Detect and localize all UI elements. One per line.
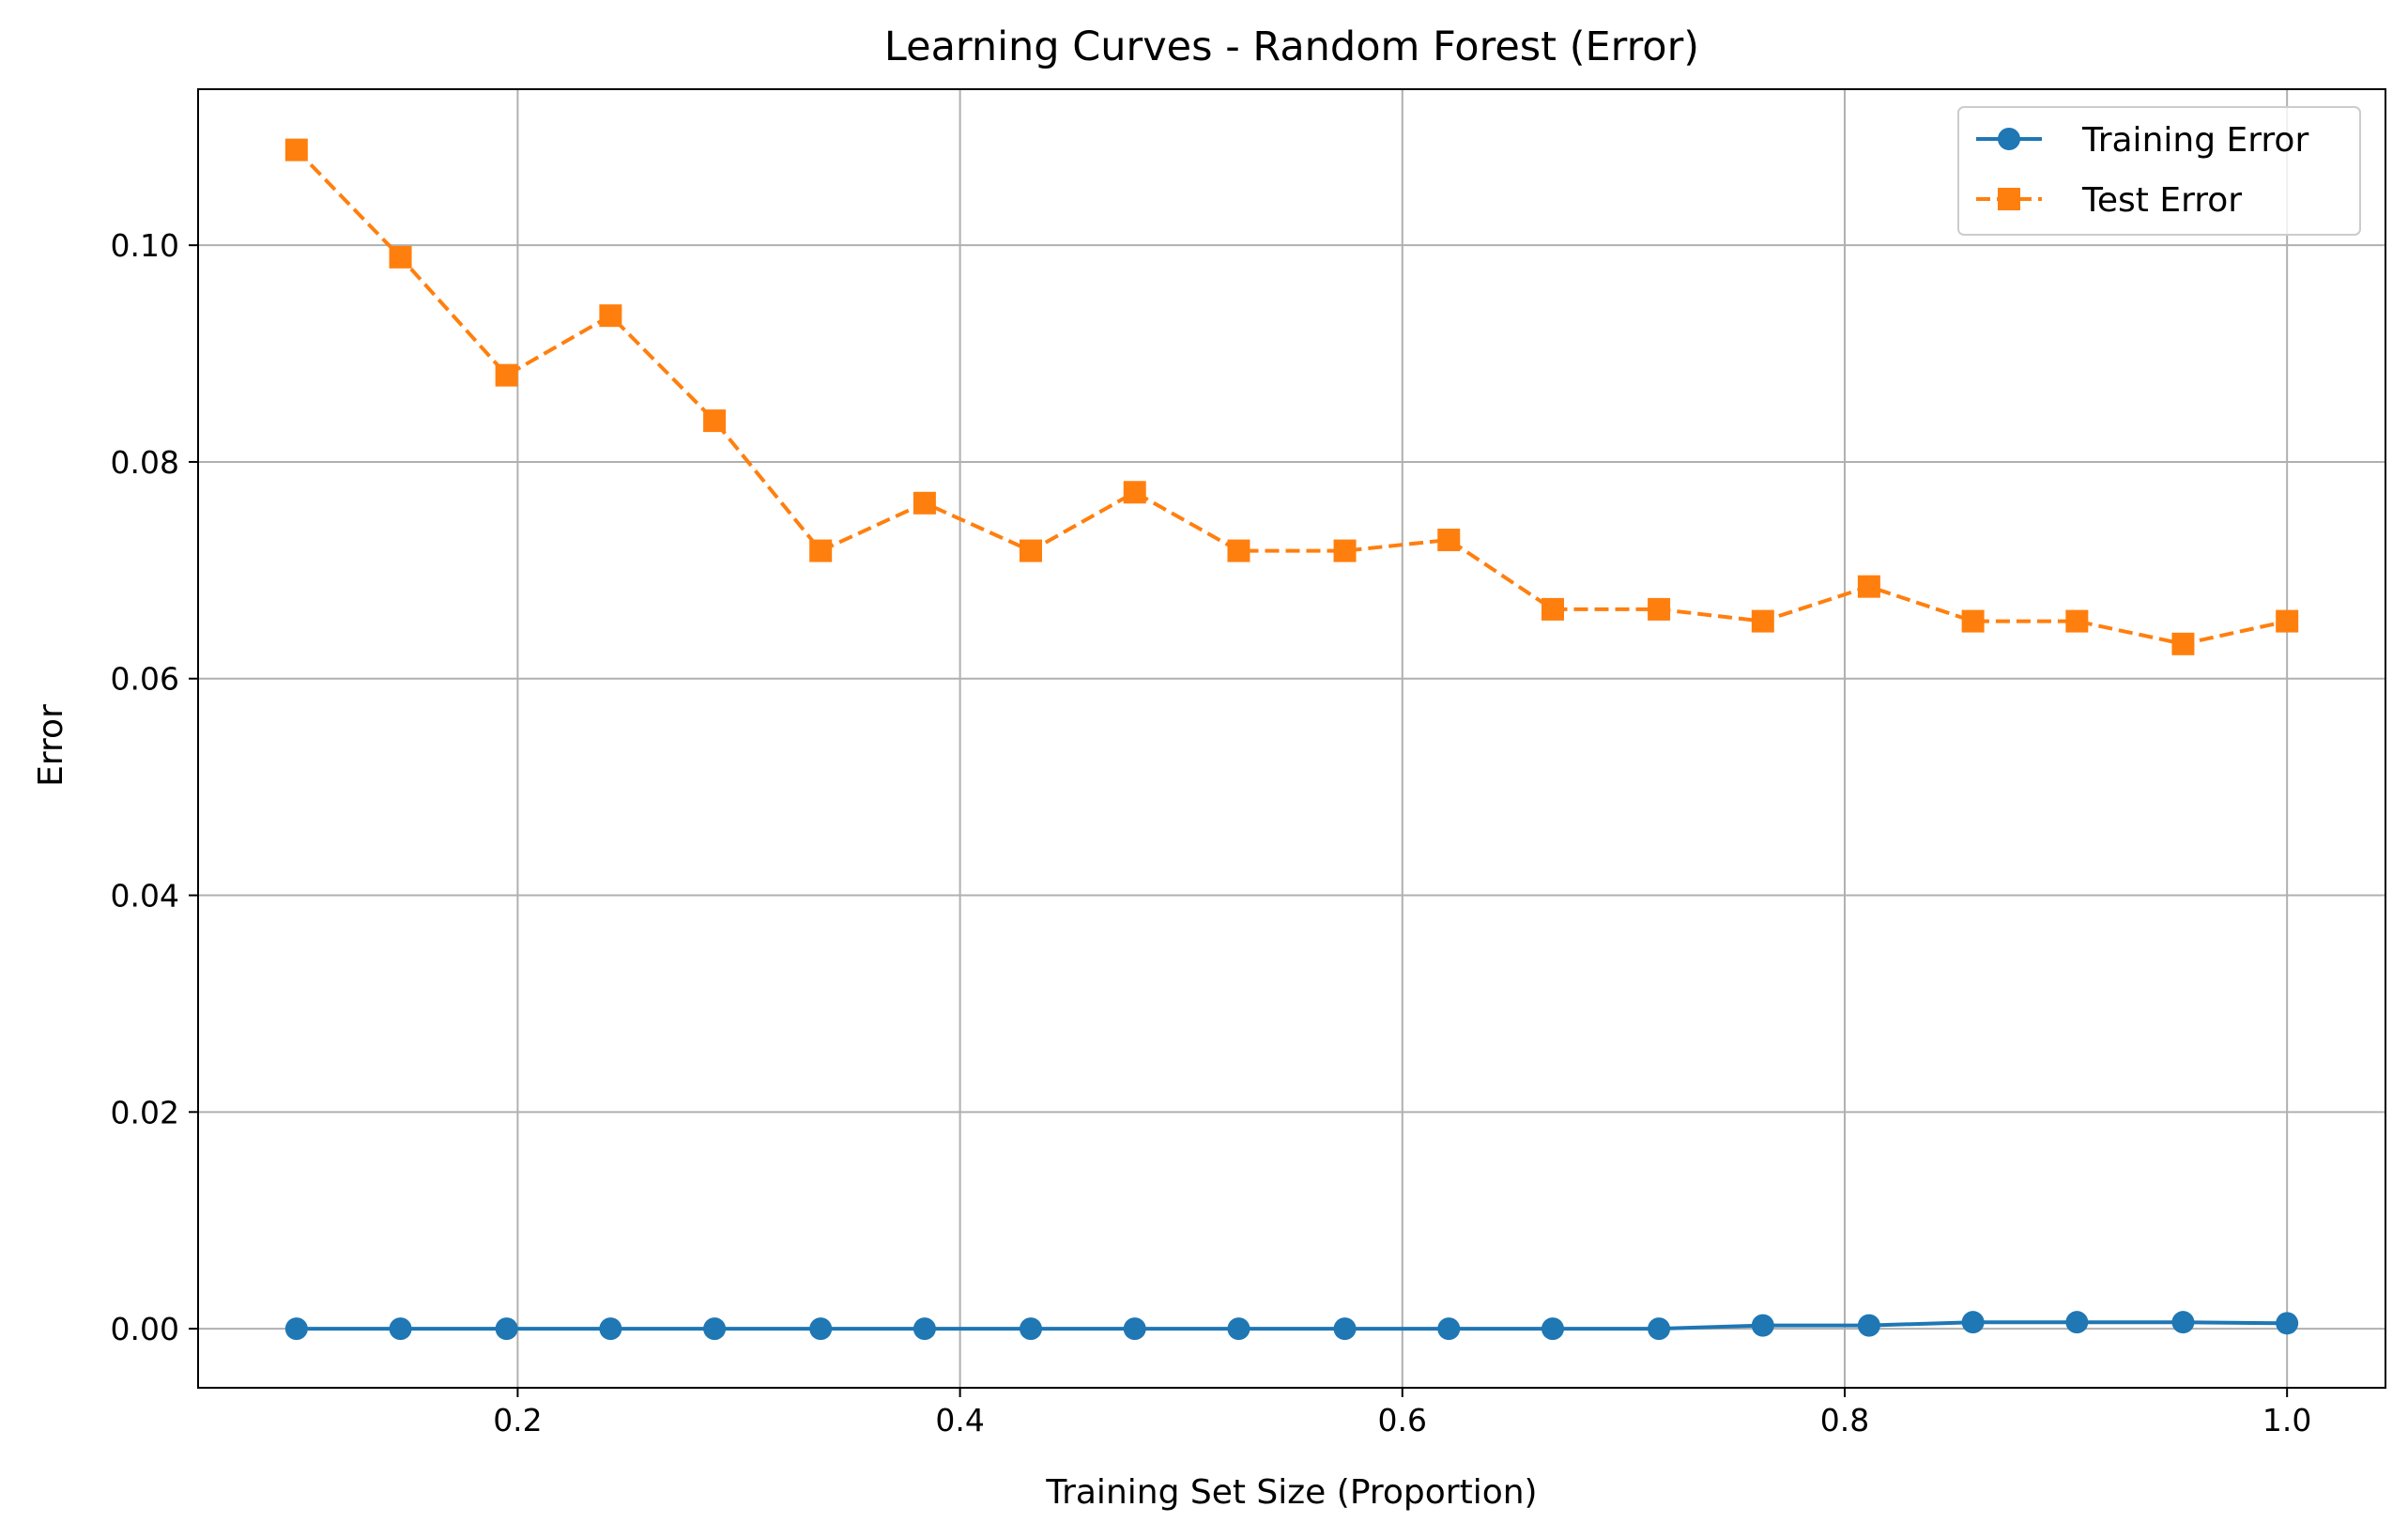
training-error-series: [284, 1311, 2299, 1341]
training-error-point: [1961, 1311, 1985, 1334]
training-error-point: [495, 1317, 518, 1341]
training-error-point: [703, 1317, 727, 1341]
x-tick-label: 0.6: [1378, 1402, 1427, 1438]
test-error-point: [1961, 609, 1985, 633]
plot-area-frame: [197, 88, 2386, 1389]
test-error-point: [599, 304, 622, 328]
y-axis-label: Error: [32, 704, 70, 787]
legend-box: [1957, 106, 2361, 236]
test-error-point: [1857, 575, 1880, 598]
test-error-series: [284, 138, 2299, 655]
y-tick-label: 0.06: [111, 661, 179, 698]
test-error-legend-label: Test Error: [2081, 181, 2242, 220]
x-tick-label: 0.8: [1820, 1402, 1869, 1438]
test-error-point: [2065, 609, 2089, 633]
test-error-point: [2171, 632, 2195, 655]
y-tick-label: 0.04: [111, 878, 179, 915]
test-error-legend-marker: [1998, 188, 2020, 210]
test-error-point: [1541, 597, 1564, 621]
training-error-point: [1751, 1314, 1774, 1337]
training-error-legend-marker: [1998, 128, 2020, 150]
test-error-point: [389, 245, 412, 269]
training-error-point: [1648, 1317, 1671, 1341]
y-tick-label: 0.08: [111, 444, 179, 481]
training-error-point: [1857, 1314, 1880, 1337]
test-error-line: [295, 148, 2288, 646]
test-error-point: [1333, 539, 1357, 562]
training-error-point: [2276, 1312, 2299, 1335]
training-error-point: [913, 1317, 936, 1341]
y-tick-label: 0.02: [111, 1094, 179, 1130]
legend: Training Error Test Error: [1957, 106, 2361, 236]
x-axis-label: Training Set Size (Proportion): [1045, 1473, 1537, 1512]
grid-lines: [198, 89, 2385, 1388]
x-tick-label: 0.2: [493, 1402, 542, 1438]
training-error-point: [1437, 1317, 1461, 1341]
y-tick-label: 0.00: [111, 1311, 179, 1347]
series-layer: [284, 138, 2299, 1341]
training-error-line: [296, 1320, 2288, 1331]
test-error-point: [284, 138, 308, 161]
test-error-point: [913, 491, 936, 515]
x-tick-label: 0.4: [935, 1402, 984, 1438]
axis-ticks: 0.2 0.4 0.6 0.8 1.0 0.00 0.02 0.04 0.06 0.08 0.10: [111, 227, 2312, 1438]
training-error-point: [809, 1317, 833, 1341]
test-error-point: [1751, 609, 1774, 633]
test-error-point: [1123, 481, 1146, 504]
training-error-point: [599, 1317, 622, 1341]
training-error-point: [2171, 1311, 2195, 1334]
y-tick-label: 0.10: [111, 227, 179, 264]
training-error-point: [1123, 1317, 1146, 1341]
training-error-point: [1227, 1317, 1250, 1341]
chart-title: Learning Curves - Random Forest (Error): [884, 23, 1699, 70]
training-error-point: [284, 1317, 308, 1341]
test-error-point: [1437, 529, 1461, 552]
training-error-point: [1020, 1317, 1043, 1341]
test-error-point: [809, 539, 833, 562]
test-error-point: [1227, 539, 1250, 562]
test-error-point: [703, 409, 727, 433]
training-error-point: [1541, 1317, 1564, 1341]
test-error-point: [2276, 609, 2299, 633]
training-error-point: [1333, 1317, 1357, 1341]
training-error-legend-label: Training Error: [2081, 121, 2308, 160]
test-error-point: [495, 363, 518, 387]
x-tick-label: 1.0: [2262, 1402, 2311, 1438]
test-error-point: [1648, 597, 1671, 621]
test-error-point: [1020, 539, 1043, 562]
training-error-point: [2065, 1311, 2089, 1334]
training-error-point: [389, 1317, 412, 1341]
